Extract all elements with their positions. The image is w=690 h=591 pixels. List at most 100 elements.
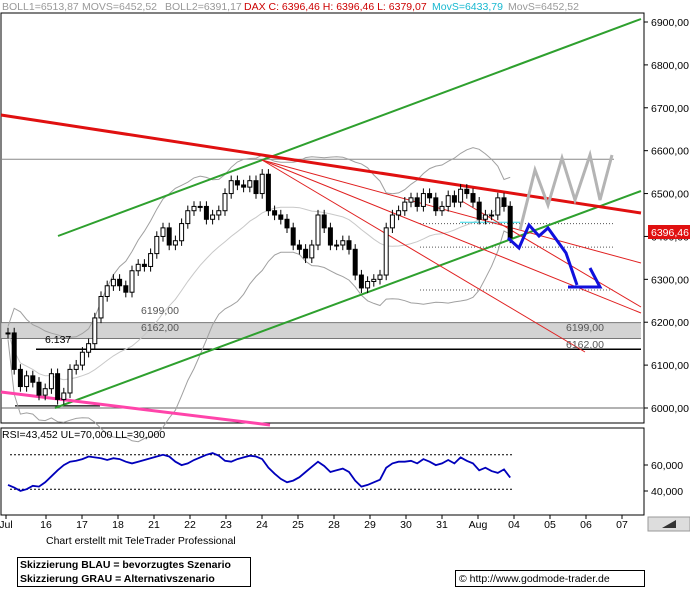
- candle-body: [241, 184, 247, 188]
- candle-body: [371, 278, 377, 282]
- x-tick-label: 29: [364, 519, 376, 531]
- candle-body: [433, 197, 439, 212]
- candle-body: [265, 173, 271, 212]
- candle-body: [352, 248, 358, 276]
- trend-lines: [0, 18, 642, 427]
- red-channel-line-4: [459, 199, 642, 308]
- candle-body: [55, 373, 61, 400]
- candle-body: [197, 205, 203, 208]
- y-tick-label: 6800,00: [651, 60, 689, 72]
- candle-body: [247, 180, 253, 188]
- scenario-legend: Skizzierung BLAU = bevorzugtes Szenario …: [17, 557, 251, 587]
- candle-body: [79, 351, 85, 366]
- x-tick-label: 05: [544, 519, 556, 531]
- x-tick-label: 07: [616, 519, 628, 531]
- candle-body: [222, 193, 228, 212]
- candle-body: [427, 193, 433, 199]
- bollinger-lower: [7, 230, 511, 443]
- x-tick-label: 22: [184, 519, 196, 531]
- candle-body: [154, 235, 160, 255]
- scroll-corner-icon[interactable]: [647, 516, 690, 532]
- candle-body: [272, 210, 278, 216]
- label-6199-right: 6199,00: [566, 322, 604, 334]
- rsi-tick-60: 60,000: [651, 460, 683, 472]
- candle-body: [482, 214, 488, 220]
- candle-body: [334, 244, 340, 247]
- x-tick-label: 28: [328, 519, 340, 531]
- candle-body: [327, 227, 333, 246]
- rsi-axis: 60,000 40,000: [644, 460, 683, 498]
- candle-body: [464, 188, 470, 195]
- header-movs-cyan: MovS=6433,79: [432, 1, 503, 13]
- candle-body: [389, 214, 395, 229]
- y-tick-label: 6600,00: [651, 146, 689, 158]
- x-tick-label: Aug: [469, 519, 488, 531]
- candle-body: [278, 214, 284, 220]
- candle-body: [402, 201, 408, 212]
- candle-body: [396, 210, 402, 216]
- x-tick-label: 25: [292, 519, 304, 531]
- candle-body: [365, 280, 371, 289]
- candle-body: [321, 214, 327, 229]
- candle-body: [17, 368, 23, 388]
- candle-body: [48, 373, 54, 390]
- candle-body: [358, 274, 364, 289]
- candle-body: [98, 295, 104, 319]
- magenta-line: [0, 390, 271, 427]
- candle-body: [123, 285, 129, 293]
- x-tick-label: 23: [220, 519, 232, 531]
- y-tick-label: 6900,00: [651, 17, 689, 29]
- candle-body: [253, 180, 259, 195]
- price-badge: 6396,46: [648, 225, 690, 239]
- candle-body: [476, 201, 482, 220]
- chart-header: BOLL1=6513,87 MOVS=6452,52 BOLL2=6391,17…: [2, 1, 579, 13]
- main-panel-frame: [0, 12, 645, 424]
- y-tick-label: 6100,00: [651, 360, 689, 372]
- candle-body: [383, 227, 389, 276]
- candle-body: [234, 180, 240, 186]
- candle-body: [5, 332, 11, 335]
- candle-body: [507, 205, 513, 239]
- candle-body: [61, 392, 67, 400]
- x-tick-label: 24: [256, 519, 268, 531]
- x-tick-label: 04: [508, 519, 520, 531]
- candle-body: [86, 343, 92, 353]
- candle-body: [414, 197, 420, 207]
- candle-body: [340, 240, 346, 246]
- price-candles: [5, 169, 513, 405]
- red-channel-line-3: [261, 159, 586, 353]
- candle-body: [439, 205, 445, 212]
- candle-body: [191, 205, 197, 212]
- header-boll2: BOLL2=6391,17: [165, 1, 242, 13]
- rsi-line: [7, 452, 511, 492]
- candle-body: [110, 278, 116, 287]
- x-tick-label: 31: [436, 519, 448, 531]
- candle-body: [408, 197, 414, 203]
- rsi-header: RSI=43,452 UL=70,000 LL=30,000: [2, 429, 165, 441]
- level-labels: 6199,00 6162,00 6.137 6199,00 6162,00: [45, 305, 604, 351]
- legend-line-grey: Skizzierung GRAU = Alternativszenario: [20, 573, 215, 585]
- candle-body: [166, 227, 172, 246]
- price-badge-text: 6396,46: [651, 227, 689, 239]
- website-link[interactable]: © http://www.godmode-trader.de: [455, 570, 645, 587]
- rsi-tick-40: 40,000: [651, 486, 683, 498]
- candle-body: [172, 240, 178, 246]
- y-tick-label: 6000,00: [651, 403, 689, 415]
- candle-body: [315, 214, 321, 246]
- candle-body: [42, 388, 48, 396]
- blue-scenario-path: [506, 222, 579, 286]
- candle-body: [104, 285, 110, 297]
- candle-body: [489, 214, 495, 217]
- candle-body: [290, 227, 296, 246]
- legend-line-blue: Skizzierung BLAU = bevorzugtes Szenario: [20, 559, 231, 571]
- candle-body: [92, 317, 98, 345]
- candle-body: [296, 244, 302, 250]
- support-zone: [1, 322, 641, 339]
- label-6199-left: 6199,00: [141, 305, 179, 317]
- y-tick-label: 6200,00: [651, 317, 689, 329]
- candle-body: [11, 332, 17, 370]
- bollinger-bands: [7, 147, 520, 443]
- bollinger-mid: [7, 204, 511, 381]
- candle-body: [420, 193, 426, 207]
- candle-body: [24, 375, 30, 388]
